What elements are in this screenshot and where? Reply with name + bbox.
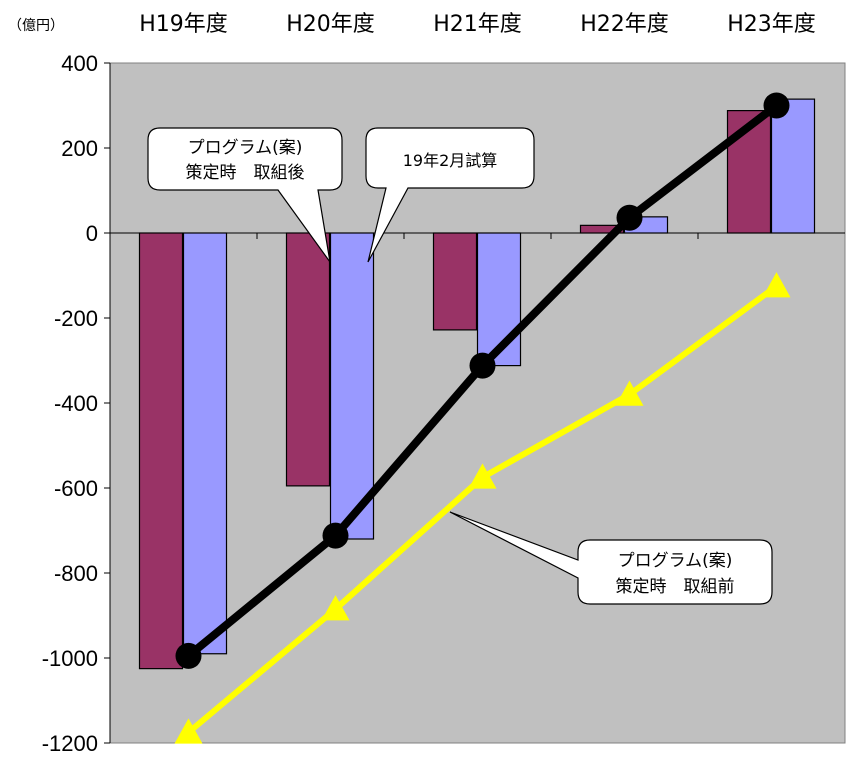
y-tick-label: -600 <box>54 476 98 501</box>
line-point <box>469 352 496 379</box>
bar <box>432 232 478 331</box>
line-point <box>175 642 202 669</box>
line-point <box>616 204 643 231</box>
callout-after-line2: 策定時 取組後 <box>186 163 305 183</box>
line-point <box>763 92 790 119</box>
callout-after-line1: プログラム(案) <box>188 138 303 158</box>
category-label: H23年度 <box>727 12 816 37</box>
category-label: H19年度 <box>139 12 228 37</box>
callout-feb-text: 19年2月試算 <box>403 151 498 170</box>
line-point <box>174 718 203 744</box>
y-tick-label: -1200 <box>42 731 98 756</box>
line-point <box>615 380 644 406</box>
line-point <box>468 463 497 489</box>
bars <box>138 98 816 670</box>
y-tick-label: -400 <box>54 391 98 416</box>
line-point <box>321 595 350 621</box>
callout-after: プログラム(案) 策定時 取組後 <box>147 127 343 263</box>
category-label: H21年度 <box>433 12 522 37</box>
line-point <box>762 272 791 298</box>
bar <box>138 232 184 670</box>
category-label: H20年度 <box>286 12 375 37</box>
lines <box>174 92 791 744</box>
y-tick-label: -1000 <box>42 646 98 671</box>
callout-feb: 19年2月試算 <box>365 127 535 263</box>
bar <box>285 232 331 487</box>
y-tick-label: -800 <box>54 561 98 586</box>
callout-before-line1: プログラム(案) <box>618 551 733 571</box>
y-tick-label: 0 <box>86 221 98 246</box>
category-label: H22年度 <box>580 12 669 37</box>
y-tick-label: 400 <box>61 51 98 76</box>
callout-before-line2: 策定時 取組前 <box>616 577 735 597</box>
y-tick-label: -200 <box>54 306 98 331</box>
bar <box>182 232 228 655</box>
bar <box>770 98 816 234</box>
y-tick-label: 200 <box>61 136 98 161</box>
y-axis: 400 200 0 -200 -400 -600 -800 -1000 -1200 <box>42 51 845 756</box>
x-axis-categories: H19年度 H20年度 H21年度 H22年度 H23年度 <box>139 12 816 37</box>
bar <box>329 232 375 540</box>
unit-label: （億円） <box>8 18 64 34</box>
line-point <box>322 522 349 549</box>
callout-before: プログラム(案) 策定時 取組前 <box>449 511 773 605</box>
